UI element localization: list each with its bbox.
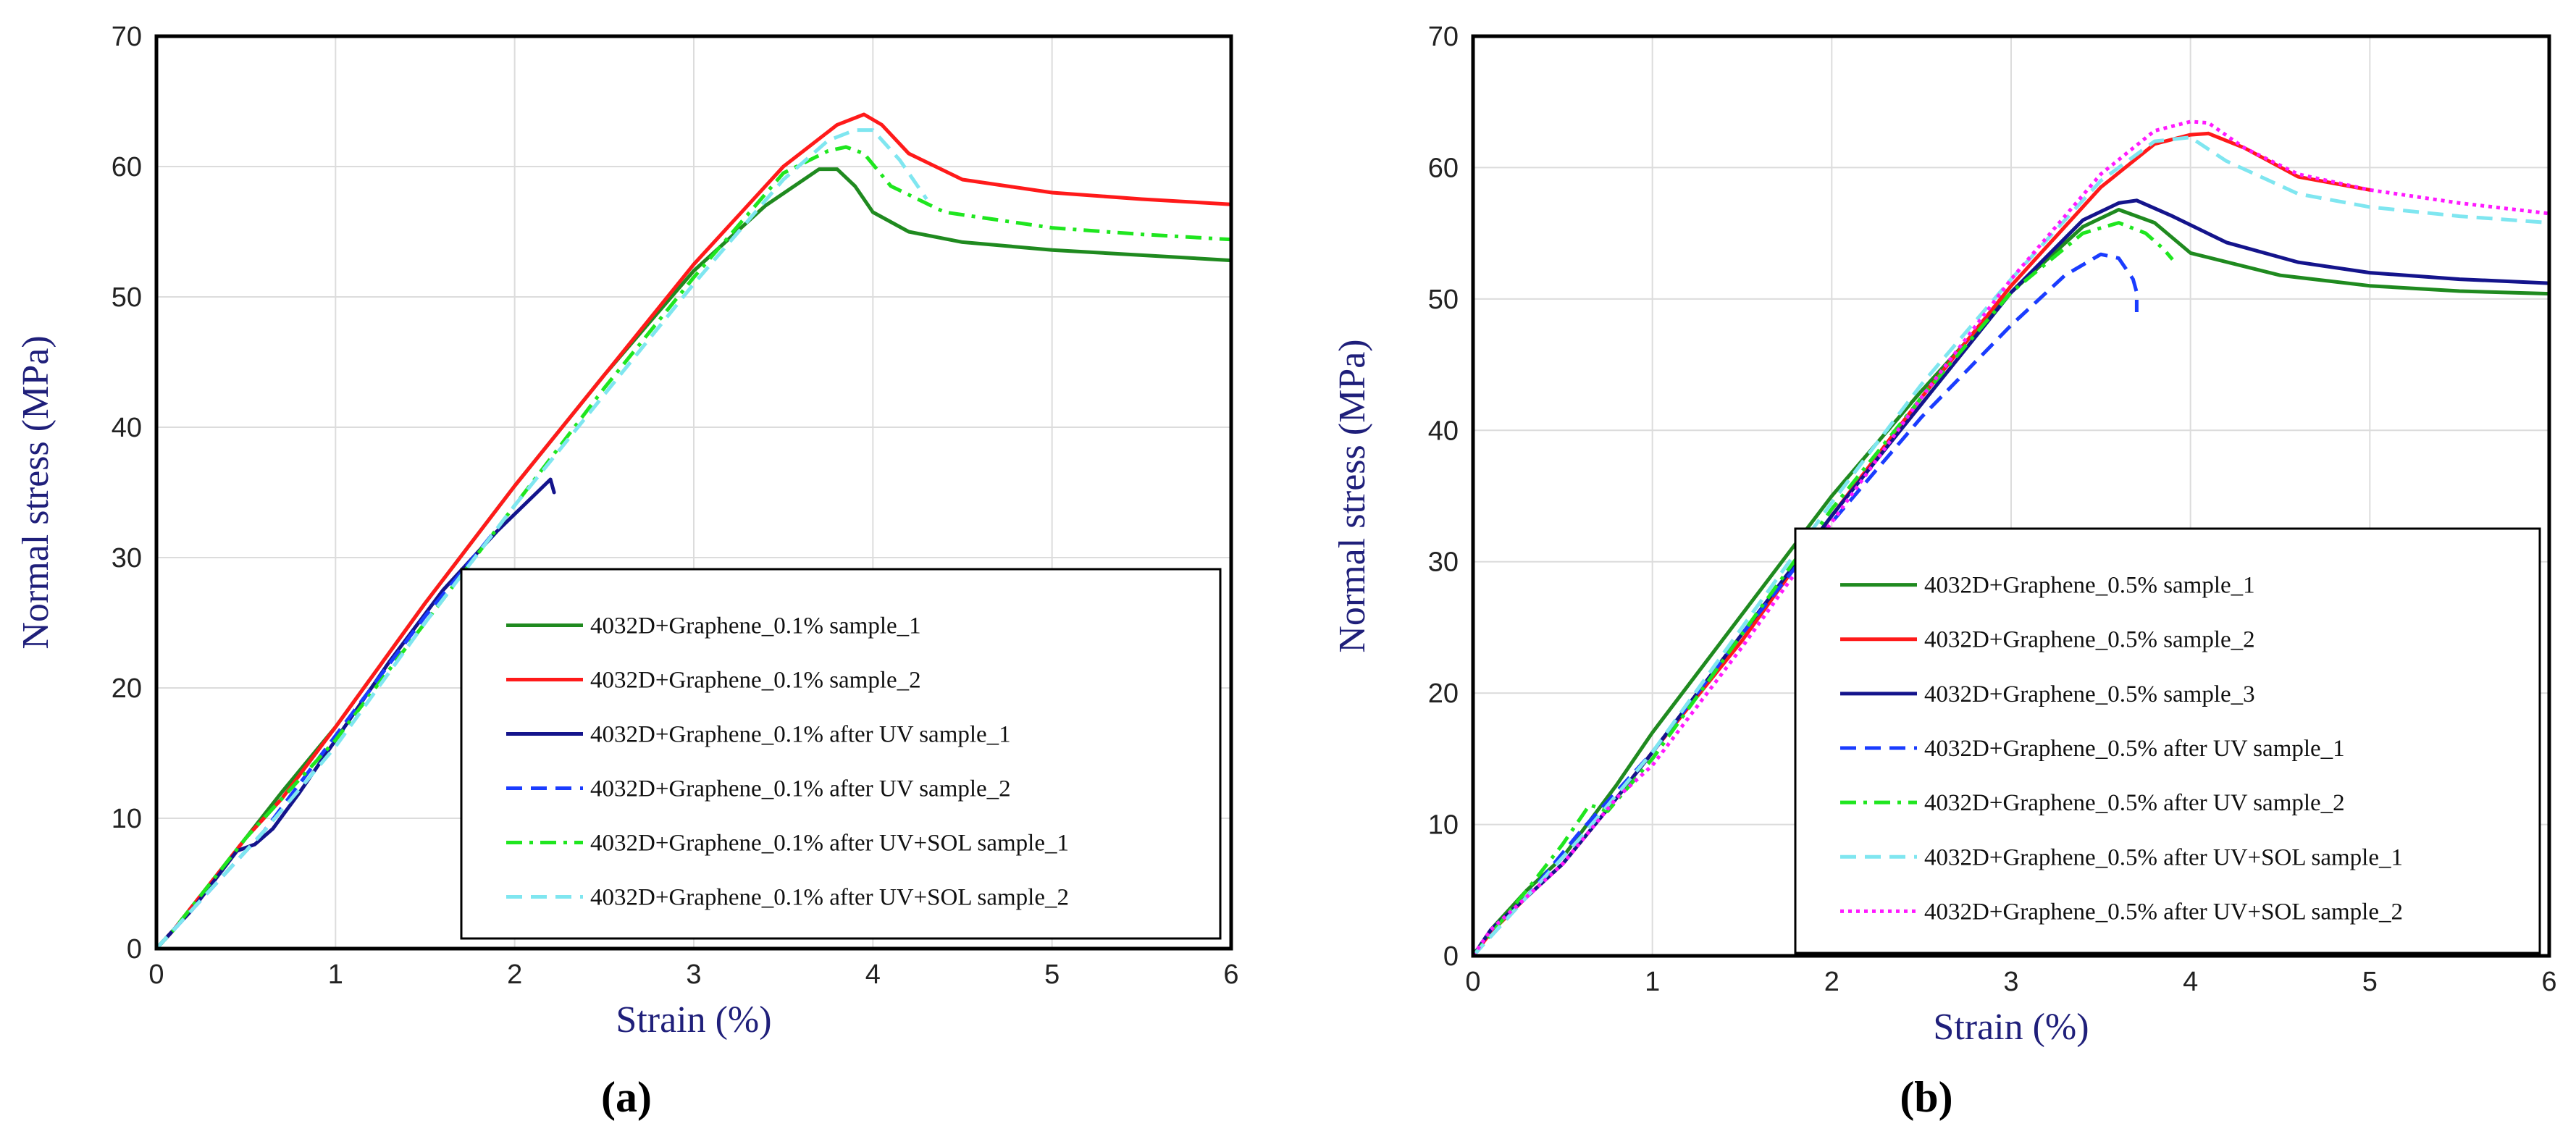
legend-box <box>1794 527 2541 954</box>
panel-label: (a) <box>601 1073 652 1121</box>
series-line-4 <box>1473 252 2139 956</box>
legend-entry-5: 4032D+Graphene_0.5% after UV sample_2 <box>1924 790 2345 816</box>
series-line-5 <box>156 145 1231 949</box>
y-tick-label: 50 <box>112 282 142 313</box>
series-group <box>1473 119 2549 956</box>
x-tick-label: 3 <box>2003 967 2018 997</box>
y-tick-label: 30 <box>1428 547 1459 578</box>
legend-box <box>460 568 1222 940</box>
legend-entry-6: 4032D+Graphene_0.5% after UV+SOL sample_… <box>1924 844 2403 870</box>
legend-entry-2: 4032D+Graphene_0.5% sample_2 <box>1924 627 2255 653</box>
x-axis-label: Strain (%) <box>616 999 771 1041</box>
legend-entry-3: 4032D+Graphene_0.5% sample_3 <box>1924 681 2255 707</box>
legend-entry-3: 4032D+Graphene_0.1% after UV sample_1 <box>590 722 1011 748</box>
legend-entry-5: 4032D+Graphene_0.1% after UV+SOL sample_… <box>590 831 1069 857</box>
y-tick-label: 20 <box>1428 679 1459 709</box>
x-tick-label: 1 <box>328 959 343 990</box>
legend-entry-6: 4032D+Graphene_0.1% after UV+SOL sample_… <box>590 885 1069 911</box>
x-tick-label: 0 <box>1465 967 1480 997</box>
panel-label: (b) <box>1900 1073 1952 1121</box>
x-tick-label: 4 <box>2183 967 2198 997</box>
legend-entry-1: 4032D+Graphene_0.1% sample_1 <box>590 613 921 639</box>
series-group <box>156 112 1231 949</box>
y-tick-label: 30 <box>112 543 142 574</box>
series-line-7 <box>1473 119 2549 956</box>
x-tick-label: 1 <box>1645 967 1660 997</box>
series-line-5 <box>1473 221 2174 956</box>
y-tick-label: 20 <box>112 673 142 704</box>
series-line-6 <box>156 128 928 949</box>
plot-frame <box>154 34 1233 951</box>
y-tick-label: 40 <box>1428 416 1459 446</box>
series-line-6 <box>1473 135 2549 956</box>
x-tick-label: 2 <box>1824 967 1839 997</box>
y-tick-label: 70 <box>1428 22 1459 52</box>
y-axis-label: Normal stress (MPa) <box>15 335 56 649</box>
legend-entry-2: 4032D+Graphene_0.1% sample_2 <box>590 668 921 694</box>
y-tick-label: 70 <box>112 22 142 52</box>
legend-entry-7: 4032D+Graphene_0.5% after UV+SOL sample_… <box>1924 899 2403 925</box>
y-tick-label: 0 <box>127 934 142 965</box>
x-axis-label: Strain (%) <box>1933 1007 2089 1048</box>
plot-frame <box>1471 34 2551 958</box>
y-tick-label: 10 <box>1428 810 1459 841</box>
y-tick-label: 50 <box>1428 285 1459 315</box>
x-tick-label: 4 <box>865 959 881 990</box>
x-tick-label: 6 <box>2541 967 2556 997</box>
y-tick-label: 0 <box>1443 941 1459 972</box>
x-tick-label: 0 <box>148 959 164 990</box>
legend-entry-1: 4032D+Graphene_0.5% sample_1 <box>1924 573 2255 599</box>
legend-entry-4: 4032D+Graphene_0.5% after UV sample_1 <box>1924 736 2345 762</box>
y-tick-label: 60 <box>1428 153 1459 183</box>
x-tick-label: 3 <box>686 959 701 990</box>
legend-entry-4: 4032D+Graphene_0.1% after UV sample_2 <box>590 776 1011 802</box>
y-axis-label: Normal stress (MPa) <box>1332 339 1373 652</box>
y-tick-label: 40 <box>112 413 142 443</box>
x-tick-label: 5 <box>1044 959 1060 990</box>
x-tick-label: 6 <box>1223 959 1238 990</box>
x-tick-label: 2 <box>507 959 522 990</box>
y-tick-label: 60 <box>112 152 142 182</box>
x-tick-label: 5 <box>2362 967 2378 997</box>
y-tick-label: 10 <box>112 804 142 834</box>
